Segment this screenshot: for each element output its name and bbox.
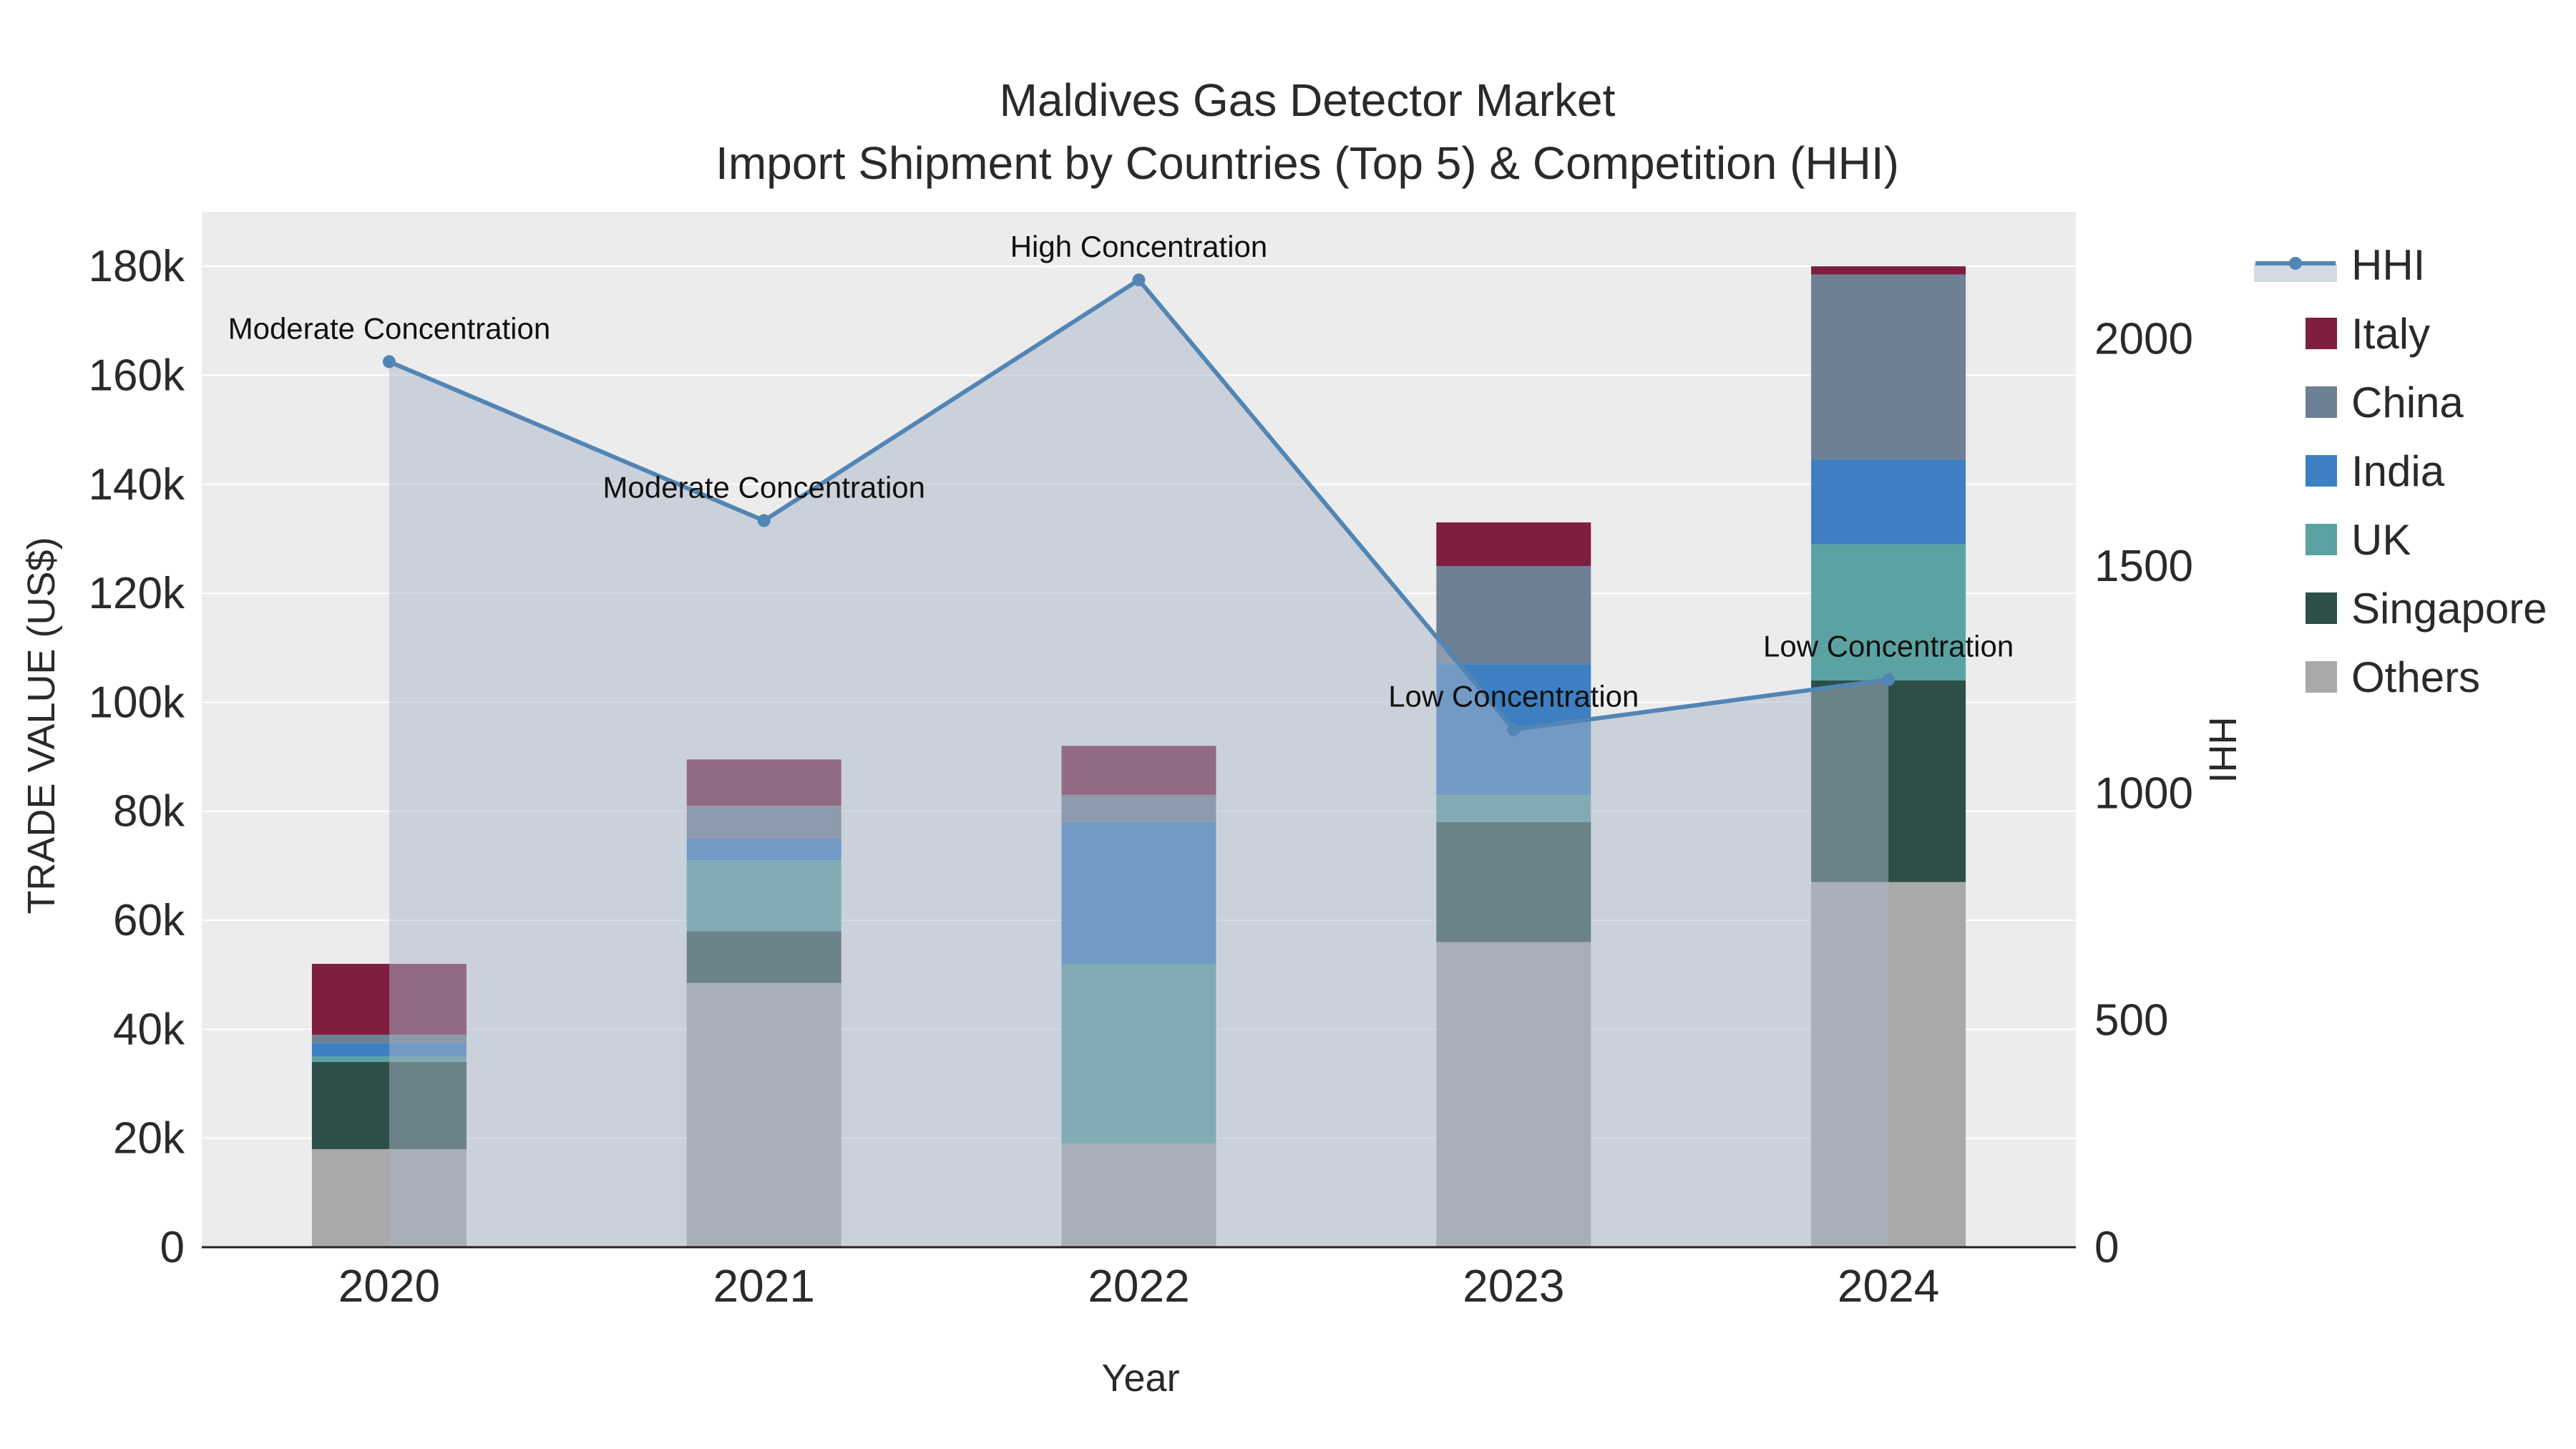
bar-segment-china-2024 <box>1811 274 1966 460</box>
legend-label: China <box>2351 378 2464 426</box>
annotation-2020: Moderate Concentration <box>228 311 551 345</box>
legend-line-sample-icon <box>2254 243 2337 286</box>
left-tick-labels: 0 20k 40k 60k 80k 100k 120k 140k 160k 180k <box>89 242 185 1272</box>
legend-swatch-icon <box>2254 587 2337 630</box>
bar-segment-china-2023 <box>1436 566 1591 665</box>
annotation-2021: Moderate Concentration <box>602 471 925 504</box>
legend-label: Others <box>2351 653 2481 701</box>
x-tick-2024: 2024 <box>1838 1260 1939 1312</box>
legend: HHI Italy China India UK Singapore Others <box>2254 230 2547 711</box>
legend-item-italy[interactable]: Italy <box>2254 299 2547 368</box>
annotations: Moderate Concentration Moderate Concentra… <box>228 230 2014 713</box>
hhi-marker-2023 <box>1507 723 1521 736</box>
hhi-marker-2020 <box>382 355 396 369</box>
legend-item-china[interactable]: China <box>2254 368 2547 436</box>
hhi-marker-2021 <box>757 514 771 527</box>
annotation-2022: High Concentration <box>1010 230 1268 263</box>
legend-item-uk[interactable]: UK <box>2254 505 2547 574</box>
legend-label: Italy <box>2351 309 2431 358</box>
left-tick-100k: 100k <box>89 678 185 727</box>
left-tick-140k: 140k <box>89 460 185 509</box>
left-tick-160k: 160k <box>89 351 185 400</box>
annotation-2024: Low Concentration <box>1763 630 2014 663</box>
x-tick-2022: 2022 <box>1088 1260 1189 1312</box>
x-tick-2023: 2023 <box>1463 1260 1564 1312</box>
right-tick-2000: 2000 <box>2094 315 2193 364</box>
legend-swatch-icon <box>2254 655 2337 698</box>
x-tick-2020: 2020 <box>338 1260 440 1312</box>
annotation-2023: Low Concentration <box>1388 680 1639 713</box>
legend-item-singapore[interactable]: Singapore <box>2254 574 2547 643</box>
legend-swatch-icon <box>2254 518 2337 561</box>
legend-item-india[interactable]: India <box>2254 436 2547 505</box>
hhi-marker-2024 <box>1882 673 1896 686</box>
left-tick-120k: 120k <box>89 569 185 618</box>
legend-swatch-icon <box>2254 381 2337 424</box>
legend-swatch-icon <box>2254 312 2337 355</box>
legend-label: HHI <box>2351 240 2426 289</box>
left-tick-80k: 80k <box>113 787 185 836</box>
x-axis-title: Year <box>1101 1357 1180 1400</box>
right-axis-title: HHI <box>2201 716 2244 784</box>
hhi-marker-2022 <box>1132 273 1146 287</box>
right-tick-labels: 0 500 1000 1500 2000 <box>2094 315 2193 1272</box>
x-tick-2021: 2021 <box>713 1260 815 1312</box>
right-tick-0: 0 <box>2094 1223 2119 1272</box>
left-tick-60k: 60k <box>113 896 185 945</box>
chart-title: Maldives Gas Detector Market Import Ship… <box>716 69 1899 195</box>
left-axis-title: TRADE VALUE (US$) <box>20 537 63 914</box>
chart-title-line1: Maldives Gas Detector Market <box>999 74 1616 126</box>
x-tick-labels: 2020 2021 2022 2023 2024 <box>338 1260 1940 1312</box>
legend-item-hhi[interactable]: HHI <box>2254 230 2547 299</box>
left-tick-0: 0 <box>160 1223 185 1272</box>
legend-label: UK <box>2351 515 2411 564</box>
left-tick-180k: 180k <box>89 242 185 291</box>
right-tick-1000: 1000 <box>2094 769 2193 818</box>
legend-label: Singapore <box>2351 584 2547 633</box>
chart-title-line2: Import Shipment by Countries (Top 5) & C… <box>716 137 1899 190</box>
bar-segment-italy-2024 <box>1811 266 1966 275</box>
hhi-markers <box>382 273 1896 736</box>
left-tick-40k: 40k <box>113 1005 185 1054</box>
legend-swatch-icon <box>2254 449 2337 492</box>
bar-segment-india-2024 <box>1811 459 1966 545</box>
legend-label: India <box>2351 447 2445 495</box>
left-tick-20k: 20k <box>113 1114 185 1163</box>
right-tick-1500: 1500 <box>2094 542 2193 591</box>
right-tick-500: 500 <box>2094 996 2168 1045</box>
bar-segment-uk-2024 <box>1811 544 1966 680</box>
legend-item-others[interactable]: Others <box>2254 643 2547 711</box>
bar-segment-italy-2023 <box>1436 522 1591 567</box>
